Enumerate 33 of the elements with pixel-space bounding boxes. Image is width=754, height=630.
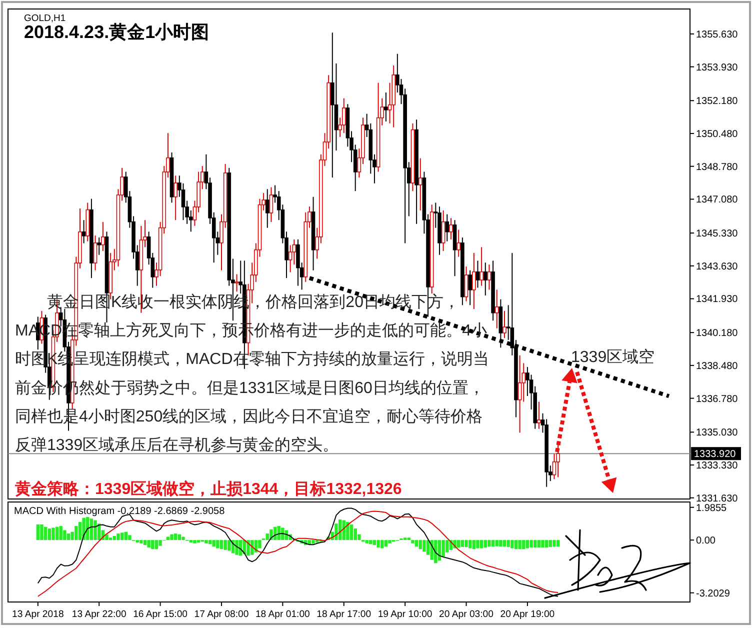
text: 2018.4.23.黄金1小时图 — [24, 22, 210, 42]
x-tick-label: 20 Apr 03:00 — [439, 609, 494, 620]
annotation: 1339区域空 — [571, 348, 655, 366]
y-tick-label: 1335.030 — [696, 428, 738, 439]
y-tick-label: 1331.630 — [696, 493, 738, 504]
y-tick-label: 1345.330 — [696, 228, 738, 240]
y-tick-label: 1341.930 — [696, 294, 738, 306]
x-tick-label: 19 Apr 10:00 — [378, 609, 432, 620]
y-tick-label: 1.9855 — [696, 502, 728, 514]
x-tick-label: 13 Apr 2018 — [12, 609, 64, 620]
y-tick-label: 1333.330 — [696, 460, 738, 472]
y-tick-label: 1350.480 — [696, 128, 738, 140]
y-tick-label: 1352.180 — [696, 96, 738, 108]
y-tick-label: 1355.630 — [696, 29, 738, 40]
y-tick-label: 1347.080 — [696, 194, 738, 206]
chart-title: MACD With Histogram -0.2189 -2.6869 -2.9058 — [14, 506, 226, 517]
y-tick-label: 1336.780 — [696, 394, 738, 405]
x-tick-label: 13 Apr 22:00 — [72, 609, 126, 620]
y-tick-label: -3.2029 — [696, 588, 730, 600]
y-tick-label: 1340.180 — [696, 328, 738, 340]
y-tick-label: 1338.480 — [696, 360, 738, 372]
text: GOLD,H1 — [24, 13, 66, 24]
y-tick-label: 0.00 — [696, 536, 716, 547]
annotation: 黄金策略：1339区域做空，止损1344，目标1332,1326 — [14, 480, 402, 498]
x-tick-label: 18 Apr 17:00 — [316, 609, 372, 620]
y-tick-label: 1343.630 — [696, 261, 738, 272]
y-tick-label: 1348.780 — [696, 162, 738, 173]
x-tick-label: 20 Apr 19:00 — [500, 609, 555, 620]
y-tick-label: 1353.930 — [696, 62, 738, 74]
x-tick-label: 18 Apr 01:00 — [255, 609, 310, 620]
x-tick-label: 16 Apr 15:00 — [133, 609, 188, 620]
x-tick-label: 17 Apr 08:00 — [194, 609, 249, 620]
ref-line-label: 1333.920 — [694, 449, 736, 460]
